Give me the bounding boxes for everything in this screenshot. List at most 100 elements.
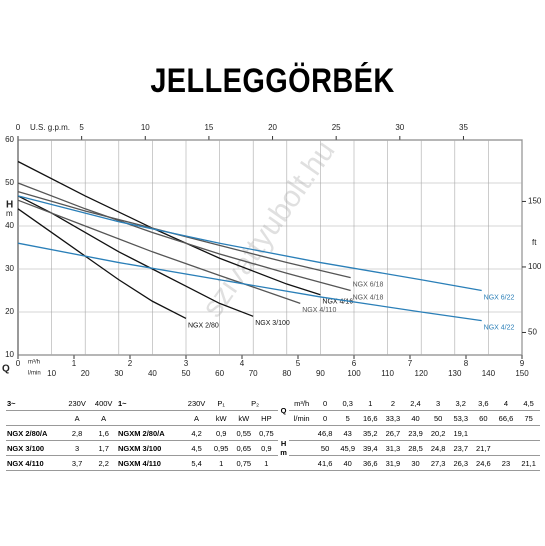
y-axis-unit: m — [6, 209, 13, 218]
spec-cell: 0,75 — [255, 425, 278, 441]
spec-cell: 1 — [255, 455, 278, 471]
h-value: 35,2 — [359, 425, 382, 441]
q-value: 16,6 — [359, 410, 382, 426]
q-symbol: Q — [277, 396, 290, 426]
spec-cell: NGX 3/100 — [6, 440, 64, 456]
x2-tick-label: 3 — [184, 359, 189, 368]
curve — [17, 195, 482, 292]
spec-cell: 1,7 — [90, 440, 117, 456]
x-tick-label: 120 — [415, 369, 429, 378]
y-tick-label: 20 — [5, 307, 14, 316]
q-value: 60 — [472, 410, 495, 426]
spec-cell: 0,55 — [232, 425, 256, 441]
q-value: 53,3 — [449, 410, 473, 426]
q-value: 40 — [404, 410, 427, 426]
q-unit: l/min — [289, 410, 314, 426]
h-value: 40 — [336, 455, 359, 471]
x3-tick-label: 30 — [395, 123, 404, 132]
spec-cell: 2,8 — [63, 425, 91, 441]
x-tick-label: 30 — [114, 369, 123, 378]
spec-cell: NGXM 2/80/A — [116, 425, 184, 441]
x-tick-label: 100 — [347, 369, 361, 378]
x-tick-label: 50 — [182, 369, 191, 378]
h-value: 50 — [313, 440, 337, 456]
y-tick-label: 40 — [5, 221, 14, 230]
h-value: 26,3 — [449, 455, 473, 471]
h-value: 20,2 — [426, 425, 450, 441]
x2-tick-label: 8 — [464, 359, 469, 368]
blank-cell — [517, 440, 540, 456]
blank-cell — [289, 455, 314, 471]
unit-cell: HP — [255, 410, 278, 426]
q-value: 2 — [381, 396, 405, 411]
x3-tick-label: 5 — [79, 123, 84, 132]
q-value: 0 — [313, 396, 337, 411]
spec-cell: 0,95 — [209, 440, 233, 456]
y2-tick-label: 150 — [528, 197, 542, 206]
spec-cell: 5,4 — [183, 455, 210, 471]
header-cell: P₂ — [232, 396, 278, 411]
table-row: NGX 3/100 3 1,7 NGXM 3/100 4,5 0,95 0,65 0,9 50 4… — [6, 440, 540, 456]
h-value: 39,4 — [359, 440, 382, 456]
h-value: 28,5 — [404, 440, 427, 456]
x3-tick-label: 25 — [332, 123, 341, 132]
blank-cell — [472, 425, 495, 441]
spec-cell: 0,9 — [255, 440, 278, 456]
q-value: 33,3 — [381, 410, 405, 426]
spec-cell: 1 — [209, 455, 233, 471]
h-value: 31,3 — [381, 440, 405, 456]
h-value: 43 — [336, 425, 359, 441]
spec-cell: NGXM 3/100 — [116, 440, 184, 456]
x-tick-label: 150 — [515, 369, 529, 378]
page-title: JELLEGGÖRBÉK — [150, 62, 395, 100]
spec-cell: 0,9 — [209, 425, 233, 441]
x-axis-unit: l/min — [28, 371, 41, 377]
x3-tick-label: 20 — [268, 123, 277, 132]
x2-tick-label: 2 — [128, 359, 133, 368]
x2-tick-label: 9 — [520, 359, 525, 368]
blank-cell — [289, 425, 314, 441]
spec-cell: NGXM 4/110 — [116, 455, 184, 471]
spec-cell: 4,5 — [183, 440, 210, 456]
table-row: NGX 4/110 3,7 2,2 NGXM 4/110 5,4 1 0,75 1 41,6 40… — [6, 455, 540, 471]
spec-cell: NGX 2/80/A — [6, 425, 64, 441]
spec-cell: NGX 4/110 — [6, 455, 64, 471]
spec-cell: 3,7 — [63, 455, 91, 471]
h-value: 19,1 — [449, 425, 473, 441]
curve — [17, 242, 482, 322]
q-value: 1 — [359, 396, 382, 411]
q-value: 75 — [517, 410, 540, 426]
header-cell: 400V — [90, 396, 117, 411]
spec-cell: 1,6 — [90, 425, 117, 441]
x-tick-label: 70 — [249, 369, 258, 378]
blank-cell — [116, 410, 184, 426]
x2-tick-label: 1 — [72, 359, 77, 368]
y2-tick-label: 100 — [528, 262, 542, 271]
q-value: 5 — [336, 410, 359, 426]
header-cell: 3~ — [6, 396, 64, 411]
unit-cell: A — [63, 410, 91, 426]
y2-tick-label: 50 — [528, 328, 537, 337]
h-value: 41,6 — [313, 455, 337, 471]
spec-cell: 0,75 — [232, 455, 256, 471]
y-axis-label: H — [6, 200, 13, 211]
x-axis-label: Q — [2, 364, 10, 375]
q-value: 4 — [494, 396, 518, 411]
x3-tick-label: 15 — [204, 123, 213, 132]
q-value: 3 — [426, 396, 450, 411]
h-value: 27,3 — [426, 455, 450, 471]
blank-cell — [289, 440, 314, 456]
h-value: 30 — [404, 455, 427, 471]
h-value: 21,7 — [472, 440, 495, 456]
curve-label: NGX 3/100 — [255, 320, 290, 327]
curve — [17, 208, 187, 320]
q-value: 3,6 — [472, 396, 495, 411]
h-value: 45,9 — [336, 440, 359, 456]
curve-label: NGX 6/22 — [484, 294, 515, 301]
h-value: 23 — [494, 455, 518, 471]
x2-tick-label: 7 — [408, 359, 413, 368]
curve-label: NGX 4/18 — [353, 294, 384, 301]
h-value: 26,7 — [381, 425, 405, 441]
